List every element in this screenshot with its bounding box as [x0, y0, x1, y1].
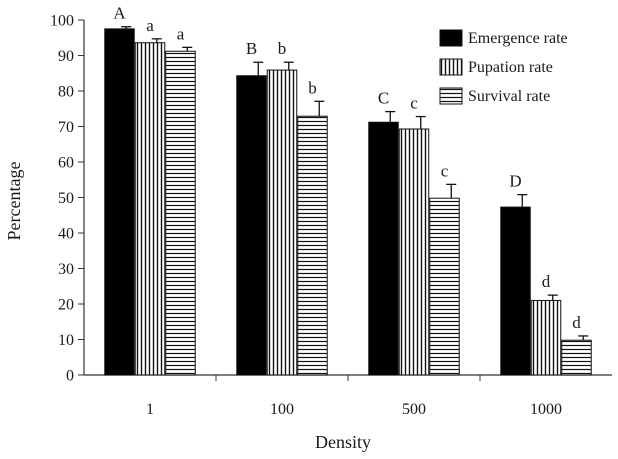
y-tick-label: 30 [58, 261, 74, 278]
legend-label: Pupation rate [468, 59, 553, 76]
y-tick-label: 20 [58, 297, 74, 314]
bar [134, 42, 166, 376]
bar [368, 121, 399, 376]
y-tick-label: 90 [58, 48, 74, 65]
significance-label: C [378, 89, 389, 108]
significance-label: a [177, 24, 185, 43]
x-tick-label: 1 [146, 401, 154, 418]
significance-label: b [308, 78, 317, 97]
y-tick-label: 60 [58, 155, 74, 172]
significance-label: b [278, 39, 287, 58]
bar [266, 69, 298, 376]
bar [236, 75, 267, 376]
significance-label: B [246, 39, 257, 58]
y-tick-label: 70 [58, 119, 74, 136]
bar [429, 197, 460, 376]
y-tick-label: 40 [58, 226, 74, 243]
y-tick-label: 10 [58, 332, 74, 349]
x-axis-label: Density [315, 432, 371, 452]
legend: Emergence rate Pupation rate Survival rate [439, 29, 568, 105]
bar [398, 128, 430, 376]
significance-label: A [113, 4, 126, 23]
bar [104, 28, 135, 376]
x-tick-label: 100 [270, 401, 294, 418]
legend-label: Emergence rate [468, 30, 568, 47]
bar [561, 339, 592, 376]
bar [500, 206, 531, 376]
y-axis-label: Percentage [4, 162, 24, 241]
legend-label: Survival rate [468, 88, 550, 105]
significance-label: a [146, 16, 154, 35]
legend-swatch [439, 29, 463, 47]
x-tick-label: 500 [402, 401, 426, 418]
significance-label: c [441, 161, 449, 180]
bar [165, 50, 196, 376]
axes: 0 10 20 30 40 50 60 70 80 90 100 1 100 500 1000 [50, 13, 612, 418]
bar [530, 299, 562, 376]
legend-swatch [439, 87, 463, 105]
y-tick-label: 100 [50, 13, 74, 30]
y-tick-label: 80 [58, 84, 74, 101]
y-tick-label: 50 [58, 190, 74, 207]
significance-label: d [572, 313, 581, 332]
y-tick-label: 0 [66, 368, 74, 385]
bars: Aa a B b b C c c Dd d [104, 4, 592, 376]
x-tick-label: 1000 [530, 401, 562, 418]
significance-label: c [410, 94, 418, 113]
bar [297, 115, 328, 376]
significance-label: d [542, 272, 551, 291]
legend-swatch [439, 58, 463, 76]
significance-label: D [509, 172, 521, 191]
